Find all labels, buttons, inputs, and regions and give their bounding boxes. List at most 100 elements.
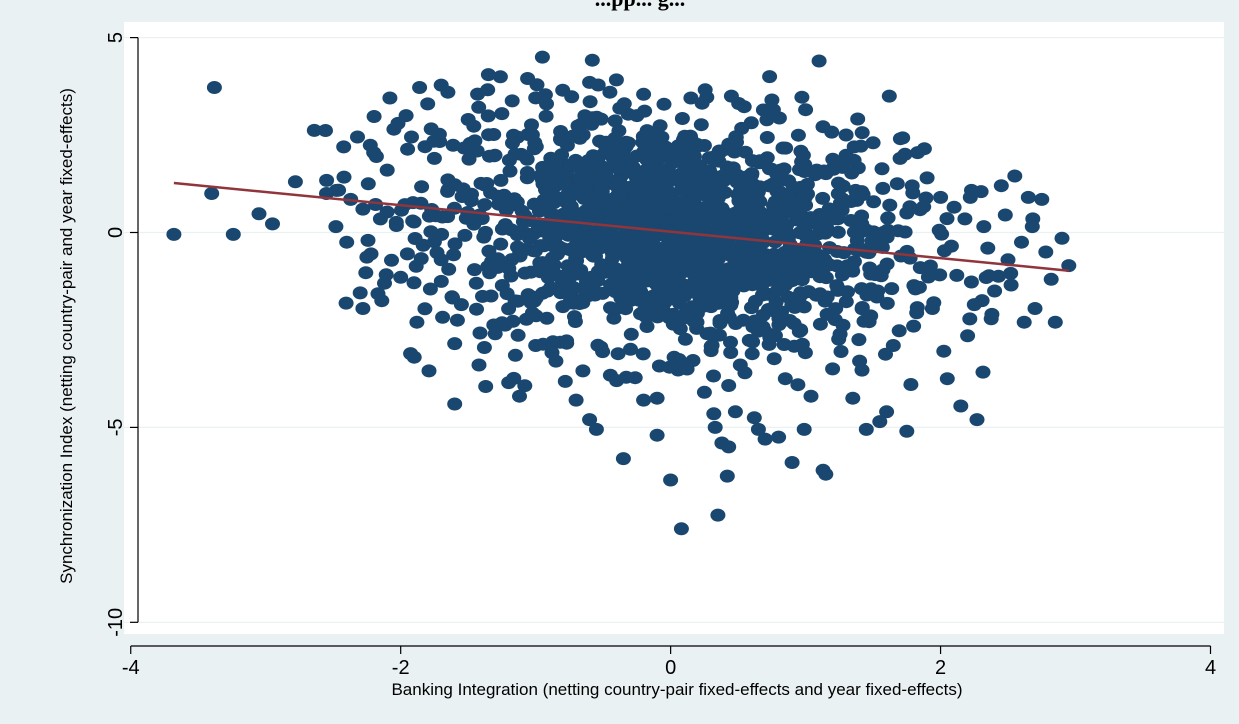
data-point	[645, 181, 661, 195]
gridlines	[124, 36, 1224, 623]
data-point	[492, 70, 508, 84]
data-point	[835, 318, 851, 332]
data-point	[447, 237, 463, 251]
data-point	[768, 179, 784, 193]
data-point	[793, 144, 809, 158]
data-point	[582, 95, 598, 109]
data-point	[750, 422, 766, 436]
data-point	[854, 209, 870, 223]
data-point	[503, 269, 519, 283]
data-point	[882, 198, 898, 212]
data-point	[404, 130, 419, 144]
data-point	[1061, 259, 1077, 273]
data-point	[590, 338, 606, 352]
data-point	[870, 284, 886, 298]
data-point	[993, 179, 1009, 193]
data-point	[360, 233, 376, 247]
data-point	[533, 265, 548, 279]
data-point	[723, 89, 739, 103]
data-point	[478, 380, 494, 393]
data-point	[649, 428, 665, 442]
data-point	[780, 189, 796, 203]
data-point	[746, 411, 762, 425]
data-point	[899, 424, 915, 438]
data-point	[476, 341, 492, 354]
data-point	[737, 205, 753, 219]
data-point	[741, 169, 757, 183]
data-point	[501, 376, 517, 390]
data-point	[440, 210, 456, 224]
data-point	[568, 393, 584, 407]
data-point	[528, 339, 544, 352]
data-point	[379, 163, 395, 177]
data-point	[611, 246, 627, 260]
data-point	[936, 344, 952, 358]
data-point	[636, 87, 652, 101]
data-point	[754, 288, 770, 302]
data-point	[963, 275, 979, 289]
data-point	[727, 405, 743, 419]
data-point	[771, 277, 787, 291]
data-point	[842, 153, 858, 167]
data-point	[796, 422, 812, 436]
data-point	[422, 282, 438, 296]
data-point	[849, 188, 865, 202]
data-point	[1043, 272, 1059, 286]
data-point	[798, 103, 814, 117]
data-point	[572, 131, 588, 145]
data-point	[825, 362, 841, 376]
data-point	[743, 116, 759, 130]
data-point	[390, 116, 406, 130]
data-point	[585, 282, 601, 295]
data-point	[953, 399, 969, 413]
data-point	[506, 192, 522, 206]
data-point	[166, 227, 182, 241]
data-point	[879, 405, 895, 419]
data-point	[987, 284, 1003, 298]
data-point	[872, 415, 888, 429]
data-point	[969, 413, 985, 427]
data-point	[502, 164, 518, 178]
data-point	[737, 183, 753, 197]
data-point	[684, 206, 700, 220]
data-point	[962, 312, 978, 326]
data-point	[635, 347, 651, 361]
data-point	[319, 173, 335, 187]
data-point	[728, 317, 744, 330]
data-point	[874, 240, 890, 254]
data-point	[734, 268, 750, 282]
data-point	[815, 120, 831, 134]
data-point	[885, 339, 901, 352]
data-point	[494, 222, 510, 236]
data-point	[793, 243, 809, 257]
data-point	[426, 151, 442, 165]
data-point	[412, 81, 428, 94]
data-point	[744, 347, 760, 361]
data-point	[539, 284, 555, 298]
data-point	[611, 144, 627, 158]
data-point	[672, 258, 688, 272]
data-point	[874, 162, 890, 176]
data-point	[498, 203, 514, 217]
data-point	[652, 119, 668, 133]
data-point	[1014, 235, 1029, 249]
data-point	[881, 89, 897, 103]
data-point	[582, 75, 598, 89]
data-point	[557, 374, 573, 388]
data-point	[973, 185, 989, 199]
data-point	[658, 213, 674, 227]
data-point	[876, 225, 892, 239]
data-point	[609, 374, 625, 388]
data-point	[575, 364, 591, 378]
data-point	[889, 177, 905, 191]
data-point	[328, 220, 344, 234]
data-point	[899, 206, 915, 220]
data-point	[749, 189, 765, 203]
data-point	[803, 265, 819, 279]
data-point	[472, 326, 488, 340]
data-point	[204, 187, 220, 200]
data-point	[811, 54, 827, 68]
data-point	[865, 136, 881, 150]
data-point	[471, 100, 487, 114]
data-point	[637, 164, 653, 178]
